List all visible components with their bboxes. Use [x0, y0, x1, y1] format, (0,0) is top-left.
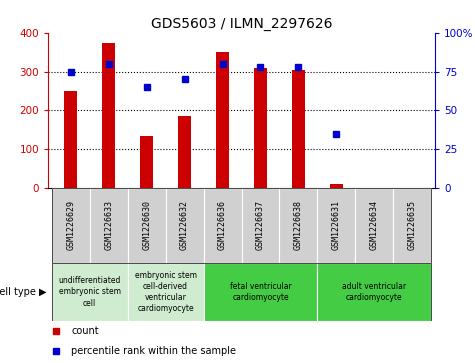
Bar [64, 91, 77, 188]
Bar [355, 188, 393, 263]
Bar [166, 188, 204, 263]
Title: GDS5603 / ILMN_2297626: GDS5603 / ILMN_2297626 [151, 17, 332, 30]
Bar [279, 188, 317, 263]
Bar [204, 188, 241, 263]
Bar [178, 116, 191, 188]
Text: GSM1226633: GSM1226633 [104, 200, 113, 250]
Text: GSM1226637: GSM1226637 [256, 200, 265, 250]
Text: fetal ventricular
cardiomyocyte: fetal ventricular cardiomyocyte [229, 282, 291, 302]
Text: GSM1226636: GSM1226636 [218, 200, 227, 250]
Text: percentile rank within the sample: percentile rank within the sample [71, 346, 236, 356]
Bar [317, 263, 431, 321]
Bar [317, 188, 355, 263]
Text: GSM1226635: GSM1226635 [408, 200, 417, 250]
Bar [241, 188, 279, 263]
Text: GSM1226629: GSM1226629 [66, 200, 75, 250]
Text: GSM1226632: GSM1226632 [180, 200, 189, 250]
Bar [140, 136, 153, 188]
Bar [330, 184, 343, 188]
Bar [254, 68, 267, 188]
Bar [52, 263, 128, 321]
Text: GSM1226634: GSM1226634 [370, 200, 379, 250]
Text: GSM1226631: GSM1226631 [332, 200, 341, 250]
Text: cell type ▶: cell type ▶ [0, 287, 46, 297]
Bar [292, 70, 305, 188]
Text: GSM1226630: GSM1226630 [142, 200, 151, 250]
Text: count: count [71, 326, 99, 336]
Bar [128, 188, 166, 263]
Text: GSM1226638: GSM1226638 [294, 200, 303, 250]
Bar [52, 188, 90, 263]
Text: embryonic stem
cell-derived
ventricular
cardiomyocyte: embryonic stem cell-derived ventricular … [134, 271, 197, 313]
Bar [90, 188, 128, 263]
Bar [102, 43, 115, 188]
Bar [393, 188, 431, 263]
Bar [216, 52, 229, 188]
Bar [128, 263, 204, 321]
Text: undifferentiated
embryonic stem
cell: undifferentiated embryonic stem cell [58, 276, 121, 307]
Bar [204, 263, 317, 321]
Text: adult ventricular
cardiomyocyte: adult ventricular cardiomyocyte [342, 282, 406, 302]
